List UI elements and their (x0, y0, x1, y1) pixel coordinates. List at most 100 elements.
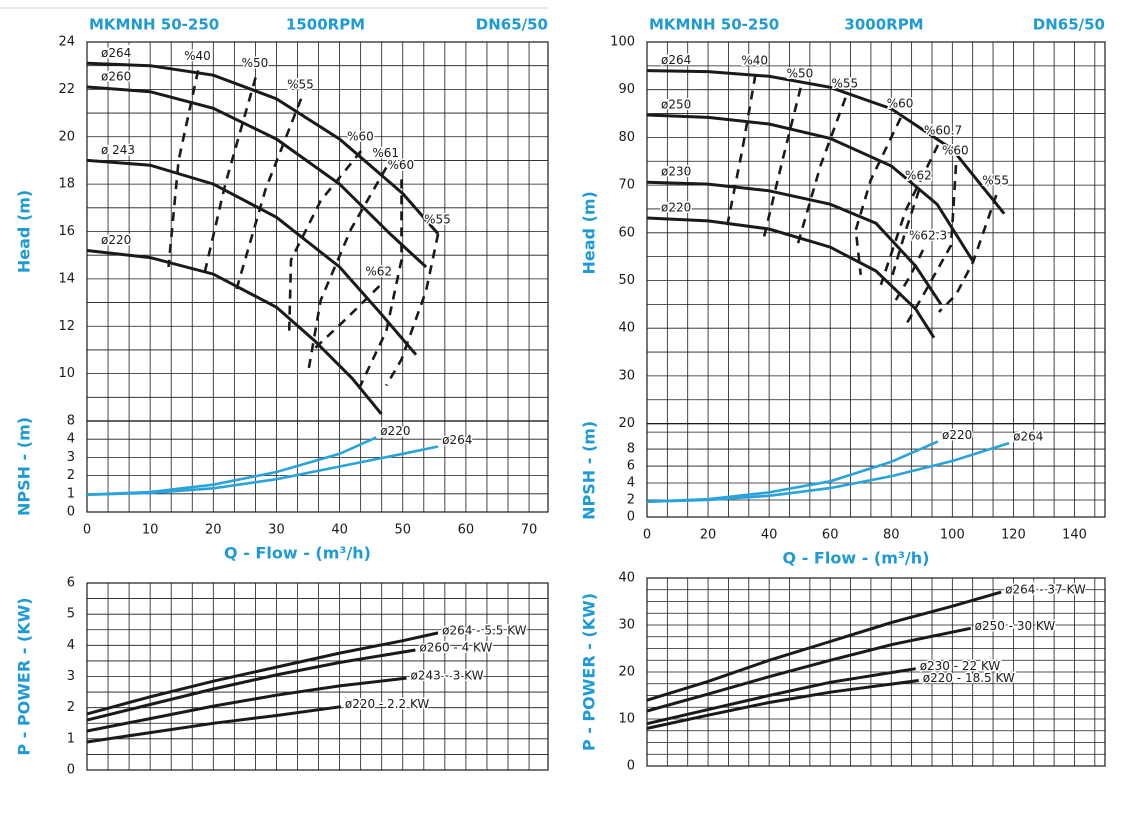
y-tick-label: 10 (58, 366, 75, 381)
curve (86, 85, 428, 269)
y-tick-label: 4 (627, 476, 635, 491)
curve-label: ø220 (101, 233, 131, 247)
y-tick-label: 0 (627, 759, 635, 774)
y-tick-label: 6 (627, 459, 635, 474)
curve-label: ø220 - 2.2 KW (345, 697, 430, 711)
x-tick-label: 120 (1001, 528, 1026, 543)
y-tick-label: 12 (58, 319, 75, 334)
efficiency-line (796, 97, 847, 246)
curve-label: ø264 (661, 53, 691, 67)
y-tick-label: 24 (58, 35, 75, 50)
y-axis-title: NPSH - (m) (15, 417, 34, 516)
x-tick-label: 100 (940, 528, 965, 543)
y-axis-title: NPSH - (m) (580, 421, 599, 520)
curve (646, 626, 972, 713)
header-model: MKMNH 50-250 (649, 16, 779, 34)
efficiency-line (312, 285, 381, 351)
curve-label: %55 (831, 76, 858, 90)
curve-label: %50 (242, 56, 269, 70)
y-tick-label: 30 (618, 618, 635, 633)
header-flange: DN65/50 (476, 16, 548, 34)
curve-label: %55 (982, 174, 1009, 188)
curve (86, 705, 342, 744)
curve (646, 679, 919, 730)
y-tick-label: 3 (67, 450, 75, 465)
y-tick-label: 2 (67, 468, 75, 483)
efficiency-line (201, 77, 257, 280)
y-tick-label: 0 (627, 510, 635, 525)
y-tick-label: 80 (618, 130, 635, 145)
curve (646, 590, 1002, 702)
curve-label: %62 (905, 168, 932, 182)
x-axis-title: Q - Flow - (m³/h) (224, 544, 371, 563)
efficiency-line (762, 87, 802, 241)
y-tick-label: 5 (67, 607, 75, 622)
y-tick-label: 0 (67, 763, 75, 778)
curve-label: ø264 (442, 433, 472, 447)
y-axis-title: Head (m) (580, 191, 599, 274)
x-tick-label: 80 (883, 528, 900, 543)
curve-label: %61 (372, 146, 399, 160)
curve-label: ø230 (661, 165, 691, 179)
y-tick-label: 20 (618, 416, 635, 431)
y-tick-label: 1 (67, 486, 75, 501)
curve-label: ø250 (661, 97, 691, 111)
y-axis-title: P - POWER - (KW) (580, 593, 599, 751)
y-tick-label: 4 (67, 432, 75, 447)
header-flange: DN65/50 (1033, 16, 1105, 34)
curve-label: %60 (942, 144, 969, 158)
y-tick-label: 40 (618, 321, 635, 336)
curve-label: %60 (347, 129, 374, 143)
y-tick-label: 3 (67, 669, 75, 684)
y-tick-label: 20 (58, 129, 75, 144)
curve-label: ø250 - 30 KW (975, 619, 1056, 633)
x-tick-label: 60 (458, 523, 475, 538)
y-tick-label: 30 (618, 368, 635, 383)
efficiency-line (904, 165, 958, 326)
plot-frame (646, 423, 1106, 518)
efficiency-line (879, 144, 940, 286)
curve-label: ø264 (1013, 430, 1043, 444)
efficiency-line (385, 233, 440, 387)
curve (86, 676, 407, 733)
efficiency-line (287, 150, 363, 336)
y-tick-label: 6 (67, 576, 75, 591)
x-tick-label: 140 (1062, 528, 1087, 543)
curve-label: %40 (741, 53, 768, 67)
x-tick-label: 0 (83, 523, 91, 538)
curve (646, 113, 975, 263)
curve-label: %60 (387, 158, 414, 172)
plot-frame (646, 577, 1106, 767)
y-tick-label: 40 (618, 571, 635, 586)
efficiency-line (854, 117, 902, 275)
curve-label: ø260 (101, 70, 131, 84)
grid-layer (86, 41, 1106, 771)
y-axis-title: Head (m) (15, 190, 34, 273)
curve (646, 216, 936, 339)
y-tick-label: 22 (58, 82, 75, 97)
curve (86, 445, 439, 496)
efficiency-line (726, 74, 757, 226)
curve-label: ø260 - 4 KW (419, 641, 492, 655)
y-tick-label: 2 (627, 493, 635, 508)
efficiency-line (167, 70, 200, 268)
y-tick-label: 20 (618, 665, 635, 680)
y-tick-label: 50 (618, 273, 635, 288)
curve (646, 667, 916, 726)
y-tick-label: 60 (618, 225, 635, 240)
curve-label: %55 (287, 77, 314, 91)
curve-label: ø220 (661, 201, 691, 215)
y-axis-title: P - POWER - (KW) (15, 597, 34, 755)
curve-label: ø 243 (101, 143, 135, 157)
y-tick-label: 18 (58, 177, 75, 192)
x-tick-label: 70 (521, 523, 538, 538)
curve-label: ø243 - 3 KW (411, 669, 484, 683)
x-tick-label: 40 (761, 528, 778, 543)
x-tick-label: 20 (700, 528, 717, 543)
header-model: MKMNH 50-250 (89, 16, 219, 34)
y-tick-label: 70 (618, 178, 635, 193)
curve-label: ø264 (101, 46, 131, 60)
plot-frame (86, 420, 549, 513)
efficiency-line (234, 98, 303, 294)
curve (646, 69, 1006, 215)
